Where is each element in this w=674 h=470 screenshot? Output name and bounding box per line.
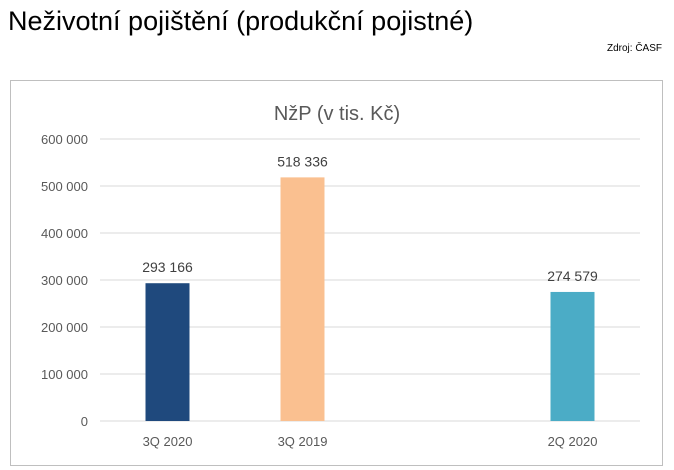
data-labels: 293 166 518 336 274 579 — [142, 153, 598, 284]
bar-2q-2020 — [550, 291, 595, 421]
bar-3q-2020 — [145, 283, 190, 421]
bars — [145, 177, 595, 421]
y-tick-label: 200 000 — [41, 320, 88, 335]
y-axis-ticks: 0 100 000 200 000 300 000 400 000 500 000 600 … — [41, 132, 88, 429]
x-tick-label: 3Q 2019 — [278, 434, 328, 449]
y-tick-label: 600 000 — [41, 132, 88, 147]
x-axis-ticks: 3Q 2020 3Q 2019 2Q 2020 — [143, 434, 598, 449]
y-tick-label: 100 000 — [41, 367, 88, 382]
data-label: 518 336 — [277, 153, 328, 169]
source-note: Zdroj: ČASF — [606, 43, 662, 54]
bar-3q-2019 — [280, 177, 325, 421]
y-tick-label: 400 000 — [41, 226, 88, 241]
data-label: 274 579 — [547, 268, 598, 284]
x-tick-label: 3Q 2020 — [143, 434, 193, 449]
gridlines — [100, 138, 640, 422]
data-label: 293 166 — [142, 259, 193, 275]
y-tick-label: 300 000 — [41, 273, 88, 288]
page-title: Neživotní pojištění (produkční pojistné) — [8, 6, 474, 36]
x-tick-label: 2Q 2020 — [548, 434, 598, 449]
y-tick-label: 500 000 — [41, 179, 88, 194]
chart-title: NžP (v tis. Kč) — [274, 103, 400, 125]
y-tick-label: 0 — [81, 414, 88, 429]
